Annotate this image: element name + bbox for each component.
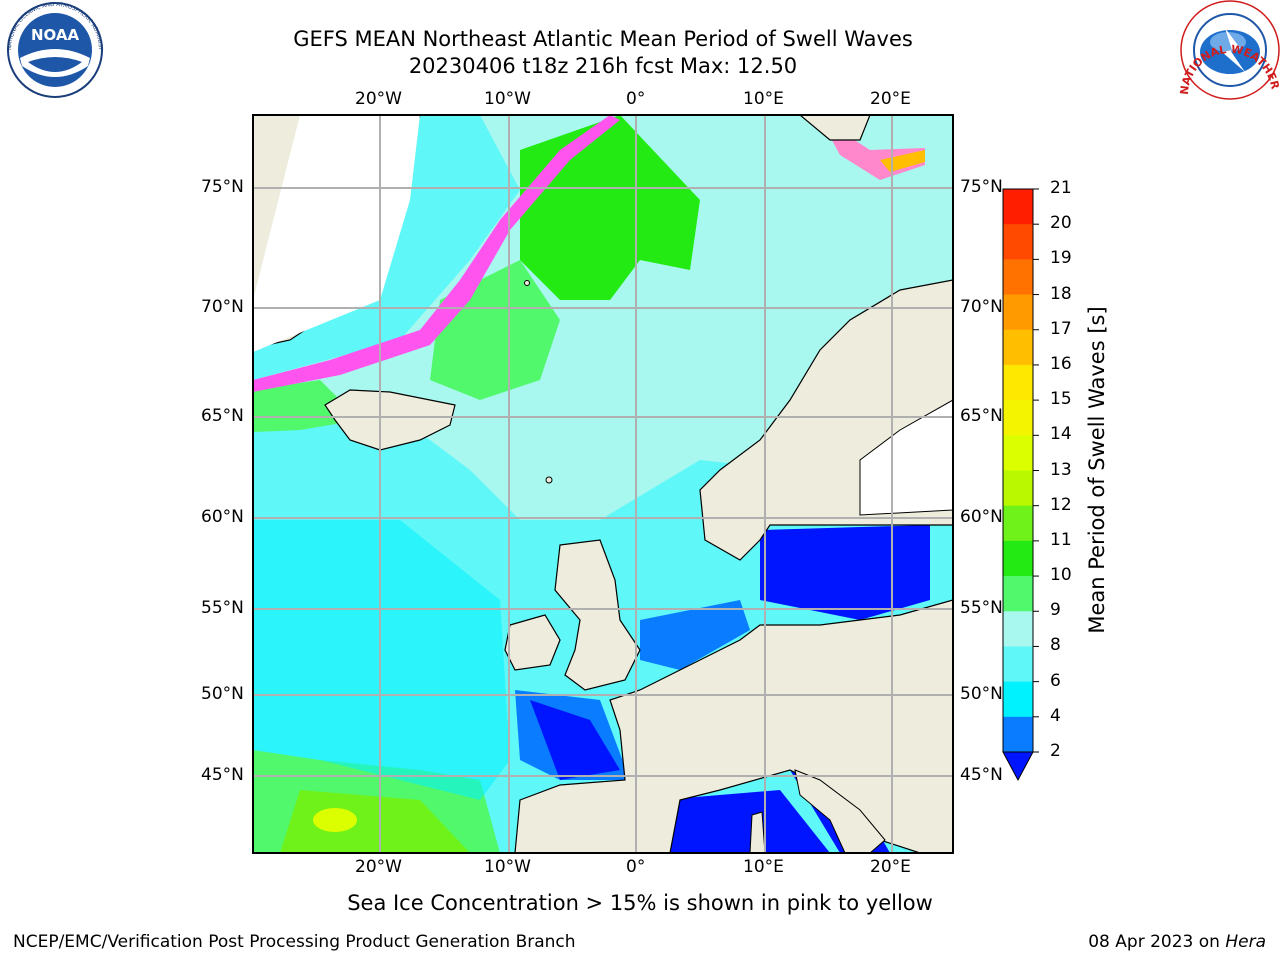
colorbar-segment [1003, 646, 1033, 683]
colorbar-tick-label: 2 [1050, 741, 1061, 761]
footer-date: 08 Apr 2023 on Hera [1088, 932, 1266, 952]
svalbard [799, 115, 871, 141]
lon-label-top-20e: 20°E [870, 89, 911, 109]
lat-label-right-60n: 60°N [960, 507, 1003, 527]
colorbar-tick-label: 18 [1050, 283, 1072, 304]
lat-label-right-75n: 75°N [960, 177, 1003, 197]
footer-date-text: 08 Apr 2023 on [1088, 932, 1226, 952]
lon-label-bottom-10e: 10°E [743, 857, 784, 877]
gridlines [253, 115, 953, 853]
colorbar-tick-label: 13 [1050, 459, 1072, 480]
colorbar-segment [1003, 400, 1033, 436]
faroe-islands [545, 476, 553, 484]
noaa-logo-text: NOAA [31, 26, 80, 44]
italy [794, 769, 886, 853]
lon-label-bottom-0: 0° [626, 857, 646, 877]
swell-zone-9-10-iceland [253, 380, 360, 432]
lat-label-left-50n: 50°N [201, 684, 244, 704]
colorbar-tick-label: 12 [1050, 494, 1072, 515]
colorbar-segment [1003, 259, 1033, 296]
colorbar-tick-label: 17 [1050, 318, 1072, 339]
lat-label-right-70n: 70°N [960, 297, 1003, 317]
lat-label-left-55n: 55°N [201, 598, 244, 618]
colorbar-segment [1003, 364, 1033, 401]
chart-title: GEFS MEAN Northeast Atlantic Mean Period… [293, 27, 913, 51]
colorbar-title: Mean Period of Swell Waves [s] [1085, 306, 1109, 634]
lon-label-top-0: 0° [626, 89, 646, 109]
iceland [324, 389, 456, 451]
colorbar-segment [1003, 505, 1033, 542]
lon-label-bottom-10w: 10°W [484, 857, 531, 877]
colorbar-tick-label: 19 [1050, 248, 1072, 269]
swell-zone-2-4-channel [640, 600, 750, 670]
swell-zone-4-6 [253, 520, 510, 800]
great-britain [554, 539, 641, 691]
lat-label-right-55n: 55°N [960, 598, 1003, 618]
lon-label-top-10e: 10°E [743, 89, 784, 109]
chart-subtitle: 20230406 t18z 216h fcst Max: 12.50 [408, 54, 798, 78]
footer-credit: NCEP/EMC/Verification Post Processing Pr… [13, 932, 576, 952]
ireland [504, 614, 561, 671]
colorbar-segment [1003, 224, 1033, 260]
lat-label-left-60n: 60°N [201, 507, 244, 527]
noaa-logo: NOAA NATIONAL OCEANIC AND ATMOSPHERIC AD… [0, 0, 103, 98]
lon-label-bottom-20w: 20°W [355, 857, 402, 877]
colorbar-segment [1003, 681, 1033, 718]
colorbar-tick-label: 6 [1050, 670, 1061, 691]
map-area [253, 115, 953, 853]
sea-ice-caption: Sea Ice Concentration > 15% is shown in … [347, 891, 933, 915]
colorbar-tick-label: 4 [1050, 705, 1061, 726]
colorbar-tick-label: 20 [1050, 213, 1072, 234]
colorbar-tick-label: 8 [1050, 635, 1061, 656]
nws-ring-text: NATIONAL WEATHER SERVICE [0, 0, 1280, 95]
lon-label-bottom-20e: 20°E [870, 857, 911, 877]
lon-label-top-20w: 20°W [355, 89, 402, 109]
lat-label-right-65n: 65°N [960, 406, 1003, 426]
lat-label-right-45n: 45°N [960, 765, 1003, 785]
lat-label-left-65n: 65°N [201, 406, 244, 426]
colorbar-segment [1003, 576, 1033, 612]
colorbar-tick-label: 9 [1050, 600, 1061, 621]
colorbar-segment [1003, 540, 1033, 577]
colorbar-segment [1003, 189, 1033, 225]
colorbar-segment [1003, 611, 1033, 647]
lon-label-top-10w: 10°W [484, 89, 531, 109]
colorbar-segment [1003, 294, 1033, 331]
footer-machine: Hera [1225, 932, 1266, 952]
colorbar-segment [1003, 716, 1033, 753]
colorbar-tick-label: 21 [1050, 178, 1072, 198]
colorbar-segment [1003, 329, 1033, 366]
sea-ice-edge-west [253, 115, 620, 392]
colorbar-extend-triangle [1002, 751, 1034, 782]
lat-label-left-75n: 75°N [201, 177, 244, 197]
nws-logo: NATIONAL WEATHER SERVICE [0, 0, 1280, 100]
colorbar [1002, 188, 1039, 782]
gulf-of-bothnia-ice [859, 399, 953, 516]
colorbar-tick-label: 16 [1050, 353, 1072, 374]
colorbar-tick-label: 11 [1050, 529, 1072, 550]
map-frame [252, 114, 954, 854]
jan-mayen [524, 280, 530, 286]
swell-zone-south-11 [280, 790, 470, 853]
corsica-sardinia [749, 811, 766, 853]
swell-max-12 [313, 808, 357, 832]
lat-label-left-70n: 70°N [201, 297, 244, 317]
colorbar-tick-label: 10 [1050, 565, 1072, 586]
swell-zone-med [660, 790, 830, 853]
swell-zone-below-2-biscay [530, 700, 620, 780]
greenland-ice-sheet [253, 115, 420, 352]
colorbar-tick-label: 14 [1050, 424, 1072, 445]
lat-label-right-50n: 50°N [960, 684, 1003, 704]
swell-zone-baltic [760, 525, 930, 620]
lat-label-left-45n: 45°N [201, 765, 244, 785]
colorbar-tick-label: 15 [1050, 389, 1072, 410]
colorbar-segment [1003, 435, 1033, 471]
colorbar-segment [1003, 470, 1033, 507]
